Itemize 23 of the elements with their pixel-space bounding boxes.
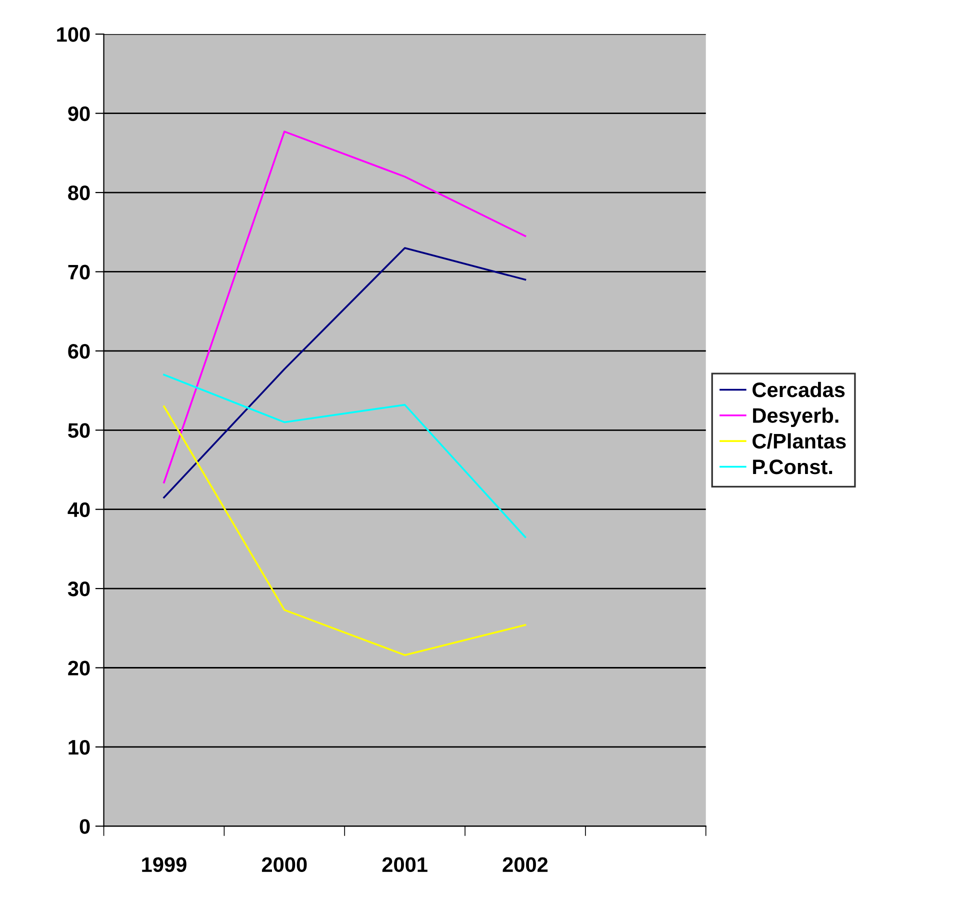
y-tick-label: 60 <box>68 344 90 359</box>
legend-label: Cercadas <box>752 382 845 398</box>
y-tick-label: 90 <box>68 106 90 122</box>
y-tick-label: 10 <box>68 740 90 755</box>
y-tick-label: 100 <box>57 27 90 42</box>
legend-label: Desyerb. <box>753 408 838 428</box>
y-tick-label: 20 <box>68 660 90 676</box>
y-tick-label: 50 <box>68 423 90 438</box>
line-series <box>163 247 526 498</box>
line-series <box>163 130 526 484</box>
x-tick-label: 2000 <box>262 857 307 872</box>
x-tick-label: 1999 <box>142 857 186 872</box>
legend-label: P.Const. <box>753 459 832 474</box>
y-tick-label: 70 <box>68 264 90 280</box>
y-tick-label: 0 <box>80 819 90 834</box>
line-series <box>163 374 526 538</box>
y-tick-label: 40 <box>68 502 90 518</box>
line-series <box>163 405 526 656</box>
y-tick-label: 30 <box>68 582 90 596</box>
y-tick-label: 80 <box>68 186 90 200</box>
x-tick-label: 2002 <box>502 857 548 872</box>
x-tick-label: 2001 <box>382 857 428 872</box>
legend-label: C/Plantas <box>752 433 846 449</box>
